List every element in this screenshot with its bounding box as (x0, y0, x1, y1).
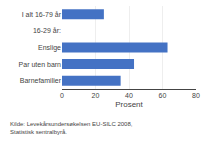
svg-text:60: 60 (159, 92, 167, 99)
svg-text:Barnefamilier: Barnefamilier (20, 77, 62, 84)
svg-text:Enslige: Enslige (38, 44, 61, 52)
svg-text:16-29 år:: 16-29 år: (33, 27, 61, 34)
svg-text:Kilde: Levekårsundersøkelsen E: Kilde: Levekårsundersøkelsen EU-SILC 200… (10, 121, 133, 135)
svg-text:40: 40 (125, 92, 133, 99)
svg-text:I alt 16-79 år: I alt 16-79 år (22, 11, 62, 18)
svg-text:20: 20 (92, 92, 100, 99)
svg-text:0: 0 (60, 92, 64, 99)
svg-text:Prosent: Prosent (115, 100, 143, 109)
svg-text:Par uten barn: Par uten barn (19, 61, 62, 68)
svg-text:80: 80 (192, 92, 200, 99)
